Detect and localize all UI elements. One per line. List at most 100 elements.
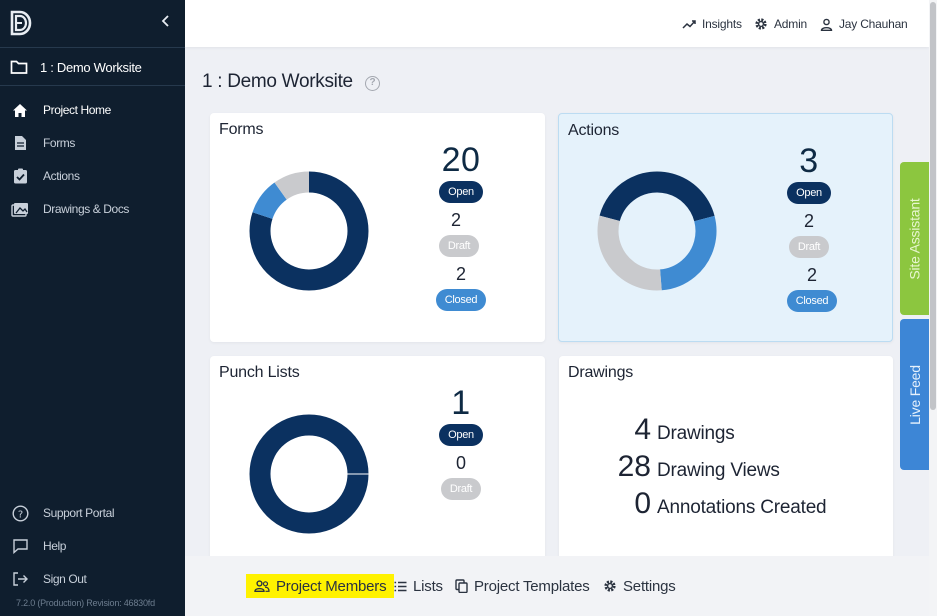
open-badge[interactable]: Open (787, 182, 831, 204)
closed-count: 2 (806, 265, 817, 285)
sidebar-item-label: Support Portal (43, 506, 115, 520)
drawing-views-count: 28 (617, 450, 651, 483)
draft-count: 2 (803, 211, 814, 231)
help-icon[interactable]: ? (365, 76, 380, 91)
sidebar-item-forms[interactable]: Forms (0, 128, 185, 158)
draft-count: 0 (455, 453, 466, 473)
actions-donut-chart (597, 171, 717, 291)
annotations-row: 0 Annotations Created (609, 487, 826, 521)
lists-link[interactable]: Lists (394, 574, 443, 598)
forms-card[interactable]: Forms 20 Open 2 Draft 2 Closed (210, 113, 545, 342)
annotations-count: 0 (634, 487, 651, 520)
project-selector[interactable]: 1 : Demo Worksite (0, 50, 185, 84)
punch-lists-stats: 1 Open 0 Draft (424, 384, 498, 500)
site-assistant-label: Site Assistant (906, 197, 923, 280)
chat-icon (11, 537, 29, 555)
sidebar-divider (0, 47, 185, 48)
donut-segment-draft (597, 171, 717, 291)
users-icon (254, 580, 270, 592)
sidebar-divider (0, 85, 185, 86)
scrollbar-thumb[interactable] (930, 2, 936, 410)
drawings-label: Drawings (657, 423, 735, 444)
scrollbar[interactable] (929, 0, 937, 616)
user-menu[interactable]: Jay Chauhan (820, 16, 908, 32)
project-name: 1 : Demo Worksite (40, 59, 142, 75)
help-circle-icon: ? (11, 504, 29, 522)
sidebar: 1 : Demo Worksite Project Home Forms Act… (0, 0, 185, 616)
drawings-count-row: 4 Drawings (609, 413, 735, 447)
sidebar-item-project-home[interactable]: Project Home (0, 95, 185, 125)
donut-segment-open (249, 414, 369, 534)
card-title: Actions (568, 122, 620, 139)
project-templates-label: Project Templates (474, 577, 590, 595)
svg-text:?: ? (17, 509, 22, 520)
draft-badge[interactable]: Draft (440, 478, 482, 500)
card-title: Drawings (568, 364, 634, 381)
open-count: 3 (799, 142, 819, 180)
closed-badge[interactable]: Closed (435, 289, 487, 311)
sidebar-item-label: Help (43, 539, 67, 553)
actions-stats: 3 Open 2 Draft 2 Closed (772, 142, 846, 312)
drawings-count: 4 (634, 413, 651, 446)
clipboard-check-icon (11, 167, 29, 185)
live-feed-tab[interactable]: Live Feed (900, 319, 929, 470)
settings-link[interactable]: Settings (603, 574, 676, 598)
sidebar-item-label: Sign Out (43, 572, 87, 586)
page-title: 1 : Demo Worksite (202, 71, 353, 92)
donut-segment-closed (597, 171, 717, 291)
sign-out-icon (11, 570, 29, 588)
insights-link[interactable]: Insights (682, 16, 742, 32)
document-icon (11, 134, 29, 152)
folder-icon (10, 60, 28, 74)
sidebar-item-drawings-docs[interactable]: Drawings & Docs (0, 194, 185, 224)
trending-up-icon (682, 20, 696, 29)
admin-link[interactable]: Admin (754, 16, 807, 32)
sidebar-item-help[interactable]: Help (0, 531, 185, 561)
sidebar-item-label: Actions (43, 169, 80, 183)
open-count: 1 (451, 384, 471, 422)
images-icon (11, 200, 29, 218)
sidebar-item-label: Drawings & Docs (43, 202, 130, 216)
actions-card[interactable]: Actions 3 Open 2 Draft 2 Closed (558, 113, 893, 342)
forms-donut-chart (249, 171, 369, 291)
site-assistant-tab[interactable]: Site Assistant (900, 162, 929, 315)
donut-segment-draft (249, 171, 369, 291)
draft-badge[interactable]: Draft (788, 236, 830, 258)
annotations-label: Annotations Created (657, 497, 827, 518)
sidebar-item-label: Project Home (43, 103, 111, 117)
forms-stats: 20 Open 2 Draft 2 Closed (424, 141, 498, 311)
punch-lists-card[interactable]: Punch Lists 1 Open 0 Draft (210, 356, 545, 566)
home-icon (11, 101, 29, 119)
drawing-views-label: Drawing Views (657, 460, 780, 481)
live-feed-label: Live Feed (906, 364, 923, 425)
project-members-link[interactable]: Project Members (246, 574, 395, 598)
closed-count: 2 (455, 264, 466, 284)
bottom-toolbar: Project Members Lists Project Templates … (185, 556, 929, 616)
app-logo-icon[interactable] (9, 10, 33, 36)
lists-label: Lists (413, 577, 443, 595)
settings-label: Settings (623, 577, 676, 595)
draft-count: 2 (450, 210, 461, 230)
user-name: Jay Chauhan (839, 17, 908, 31)
sidebar-item-sign-out[interactable]: Sign Out (0, 564, 185, 594)
gear-icon (755, 18, 767, 30)
sidebar-item-actions[interactable]: Actions (0, 161, 185, 191)
draft-badge[interactable]: Draft (438, 235, 480, 257)
drawings-card[interactable]: Drawings 4 Drawings 28 Drawing Views 0 A… (559, 356, 893, 566)
project-templates-link[interactable]: Project Templates (455, 574, 590, 598)
closed-badge[interactable]: Closed (786, 290, 838, 312)
open-badge[interactable]: Open (439, 181, 483, 203)
list-icon (394, 581, 407, 591)
open-badge[interactable]: Open (439, 424, 483, 446)
project-members-label: Project Members (276, 577, 387, 595)
open-count: 20 (441, 141, 481, 179)
version-text: 7.2.0 (Production) Revision: 46830fd (16, 598, 155, 608)
collapse-sidebar-icon[interactable] (160, 14, 174, 30)
drawing-views-row: 28 Drawing Views (609, 450, 780, 484)
admin-label: Admin (774, 17, 808, 31)
top-bar: Insights Admin Jay Chauhan (185, 0, 929, 47)
punch-lists-donut-chart (249, 414, 369, 534)
card-title: Punch Lists (219, 364, 300, 381)
sidebar-item-support-portal[interactable]: ? Support Portal (0, 498, 185, 528)
card-title: Forms (219, 121, 264, 138)
